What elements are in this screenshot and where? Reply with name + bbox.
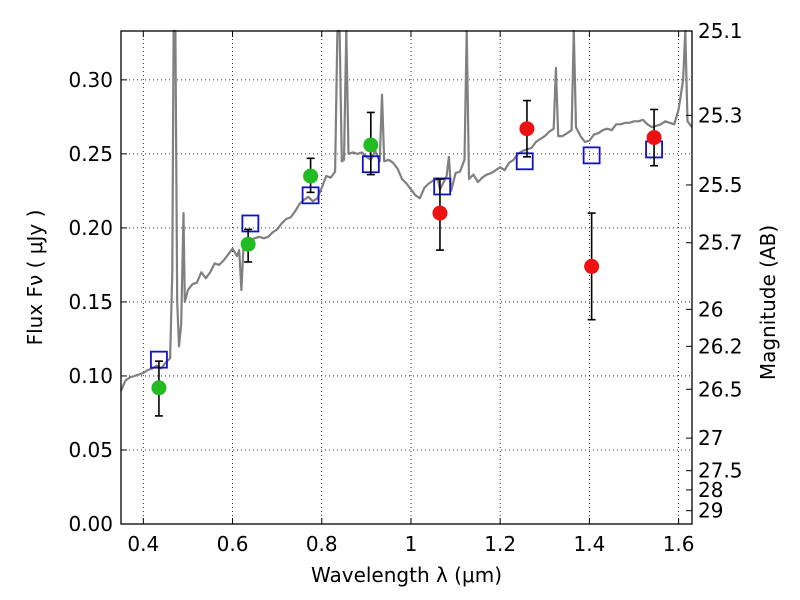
right-tick-label: 26.5: [698, 377, 743, 401]
right-axis-title: Magnitude (AB): [756, 225, 780, 380]
circle-marker: [646, 130, 662, 146]
y-tick-label: 0.25: [68, 142, 113, 166]
y-tick-label: 0.00: [68, 512, 113, 536]
y-axis-title: Flux Fν ( μJy ): [23, 210, 47, 346]
x-tick-label: 1.4: [573, 532, 605, 556]
right-tick-label: 25.1: [698, 19, 743, 43]
y-tick-label: 0.05: [68, 438, 113, 462]
right-tick-label: 25.5: [698, 173, 743, 197]
plot-frame: [120, 30, 693, 525]
circle-marker: [584, 258, 600, 274]
x-tick-label: 0.8: [306, 532, 338, 556]
x-tick-label: 1.6: [663, 532, 695, 556]
x-axis-title: Wavelength λ (μm): [311, 563, 502, 587]
x-tick-label: 0.6: [217, 532, 249, 556]
right-tick-label: 29: [698, 499, 723, 523]
square-marker: [515, 152, 534, 171]
x-tick-label: 0.4: [127, 532, 159, 556]
right-tick-label: 27.5: [698, 459, 743, 483]
spectrum-line: [119, 29, 693, 392]
right-tick-label: 28: [698, 478, 723, 502]
y-tick-label: 0.10: [68, 364, 113, 388]
ticks: 0.4 0.6 0.8 1 1.2 1.4 1.6 0.00 0.05 0.10 0.15 0.20 0…: [68, 19, 742, 556]
right-tick-label: 26.2: [698, 334, 743, 358]
circle-marker: [432, 205, 448, 221]
markers-layer: [150, 99, 663, 417]
circle-marker: [303, 168, 319, 184]
square-marker: [241, 214, 260, 233]
circle-marker: [240, 236, 256, 252]
circle-marker: [519, 121, 535, 137]
right-tick-label: 27: [698, 426, 723, 450]
square-marker: [582, 146, 601, 165]
spectrum-layer: [119, 29, 693, 392]
right-tick-label: 26: [698, 297, 723, 321]
y-tick-label: 0.30: [68, 68, 113, 92]
circle-marker: [363, 137, 379, 153]
right-tick-label: 25.3: [698, 103, 743, 127]
y-tick-label: 0.20: [68, 216, 113, 240]
x-tick-label: 1: [405, 532, 418, 556]
right-tick-label: 25.7: [698, 231, 743, 255]
x-tick-label: 1.2: [484, 532, 516, 556]
y-tick-label: 0.15: [68, 290, 113, 314]
circle-marker: [151, 380, 167, 396]
